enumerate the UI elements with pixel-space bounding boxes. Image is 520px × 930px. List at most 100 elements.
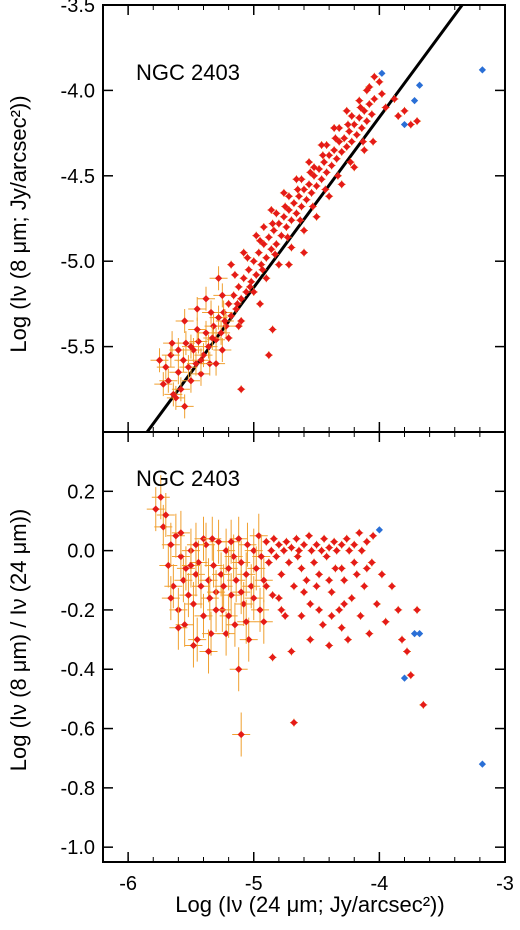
data-point: [368, 110, 376, 118]
data-point: [168, 339, 176, 347]
data-point: [353, 570, 361, 578]
data-point: [338, 180, 346, 188]
data-point: [338, 541, 346, 549]
data-point: [235, 283, 243, 291]
data-point: [222, 630, 230, 638]
data-point: [240, 274, 248, 282]
data-point: [315, 606, 323, 614]
data-point: [220, 308, 228, 317]
data-point: [164, 377, 172, 385]
data-point: [358, 547, 366, 555]
data-point: [162, 511, 170, 519]
data-point: [272, 552, 280, 561]
data-point: [237, 730, 245, 739]
fit-line: [145, 5, 465, 432]
data-point: [179, 356, 187, 364]
data-point: [212, 360, 220, 368]
top-panel: -5.5 -5.0 -4.5 -4.0 -3.5: [61, 0, 506, 433]
data-point: [338, 624, 346, 632]
data-point: [365, 100, 373, 108]
data-point: [285, 192, 293, 200]
data-point: [370, 73, 378, 81]
data-point: [292, 535, 301, 543]
data-point: [319, 151, 327, 159]
data-point: [317, 175, 326, 183]
data-point: [256, 606, 264, 614]
data-point: [306, 600, 314, 608]
data-point: [265, 351, 273, 359]
data-point: [350, 120, 358, 129]
data-point: [225, 612, 233, 620]
data-point: [225, 564, 233, 573]
data-point: [343, 535, 351, 543]
bottom-y-tick-label: -0.6: [61, 719, 95, 741]
bottom-panel: -6 -5 -4 -3 0.2 0.0 -0.2 -0.4 -0.6 -0.8 -1.0: [61, 431, 514, 895]
data-point: [197, 370, 205, 378]
data-point: [344, 120, 352, 129]
data-point: [403, 647, 411, 656]
data-point: [368, 558, 376, 567]
data-point: [292, 175, 301, 183]
data-point: [222, 547, 230, 555]
data-point: [300, 226, 308, 235]
data-point: [181, 621, 189, 629]
data-point: [268, 591, 277, 599]
data-point: [267, 245, 275, 253]
data-point: [159, 523, 167, 531]
data-point: [419, 701, 427, 709]
highlight-point: [400, 120, 409, 129]
data-point: [250, 547, 258, 555]
data-point: [335, 606, 343, 614]
data-point: [193, 325, 201, 334]
data-point: [169, 582, 177, 590]
data-point: [214, 313, 223, 322]
data-point: [317, 547, 326, 555]
data-point: [218, 346, 226, 354]
data-point: [300, 588, 308, 596]
data-point: [187, 377, 195, 385]
data-point: [182, 564, 190, 573]
highlight-point: [375, 526, 383, 534]
data-point: [247, 278, 255, 286]
data-point: [272, 209, 280, 217]
data-point: [365, 630, 373, 638]
data-point: [343, 107, 351, 115]
bottom-panel-label: NGC 2403: [136, 466, 240, 491]
data-point: [237, 558, 245, 567]
data-point: [343, 143, 351, 151]
bottom-y-tick-label: -0.4: [61, 659, 95, 681]
data-point: [355, 114, 363, 122]
data-point: [174, 624, 182, 632]
data-point: [204, 647, 213, 656]
data-point: [172, 394, 180, 402]
data-point: [177, 552, 185, 561]
data-point: [167, 351, 175, 359]
data-point: [285, 558, 293, 567]
data-point: [243, 254, 252, 262]
data-point: [250, 288, 258, 296]
data-point: [242, 570, 250, 578]
data-point: [375, 78, 383, 86]
data-point: [296, 216, 304, 224]
data-point: [287, 216, 296, 224]
data-point: [192, 541, 200, 549]
data-point: [260, 618, 268, 626]
data-point: [353, 131, 361, 139]
data-point: [407, 120, 415, 129]
data-point: [207, 630, 215, 638]
data-point: [189, 600, 198, 608]
data-point: [232, 305, 240, 313]
data-point: [257, 261, 265, 269]
data-point: [240, 249, 248, 257]
data-point: [355, 529, 363, 537]
data-point: [179, 576, 187, 584]
data-point: [275, 594, 283, 602]
data-point: [209, 322, 218, 330]
data-point: [390, 95, 399, 103]
data-point: [356, 103, 365, 112]
bottom-y-axis-label: Log (Iν (8 μm) / Iν (24 μm)): [6, 509, 31, 772]
data-point: [369, 532, 377, 540]
data-point: [320, 158, 328, 166]
data-point: [309, 202, 317, 211]
